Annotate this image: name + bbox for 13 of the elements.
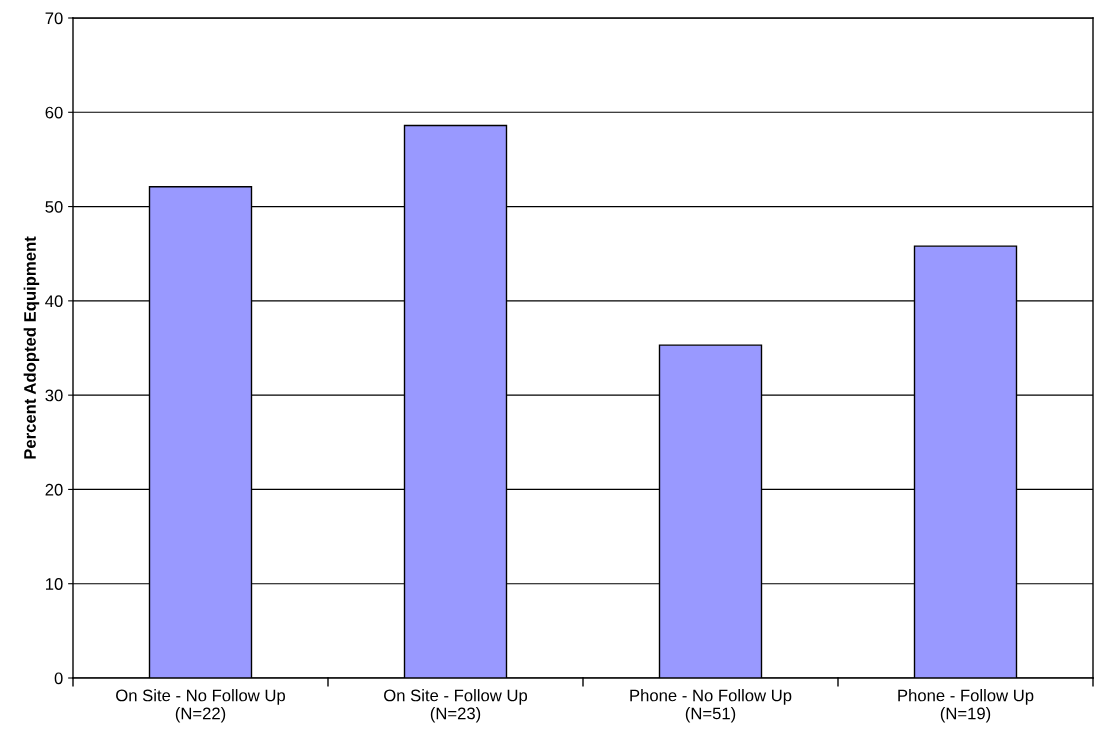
y-tick-label: 30: [45, 389, 63, 402]
y-axis-title: Percent Adopted Equipment: [23, 236, 40, 459]
x-tick-label: On Site - No Follow Up (N=22): [116, 689, 286, 723]
y-tick-label: 50: [45, 200, 63, 213]
y-tick-label: 10: [46, 578, 63, 590]
x-tick-label: Phone - No Follow Up (N=51): [630, 689, 792, 723]
y-tick-label: 0: [54, 672, 63, 685]
x-tick-label: On Site - Follow Up (N=23): [384, 689, 528, 723]
y-tick-label: 40: [45, 295, 63, 308]
y-tick-label: 60: [45, 106, 63, 119]
y-tick-label: 70: [45, 12, 63, 25]
y-tick-label: 20: [45, 483, 63, 496]
x-tick-label: Phone - Follow Up (N=19): [898, 689, 1034, 723]
